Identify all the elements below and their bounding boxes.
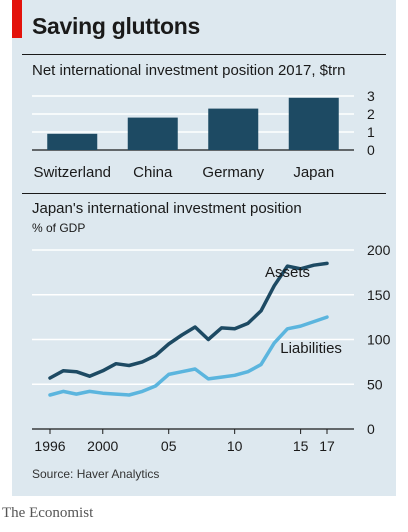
source-note: Source: Haver Analytics [32, 467, 160, 481]
x-tick-label: 1996 [34, 438, 65, 454]
x-category-label: Germany [202, 164, 264, 181]
chart-card: Saving gluttons Net international invest… [12, 0, 396, 496]
x-tick-label: 2000 [87, 438, 118, 454]
divider [22, 193, 386, 194]
publisher-logo: The Economist [2, 505, 94, 521]
x-tick-label: 10 [227, 438, 243, 454]
y-tick-label: 1 [367, 124, 375, 140]
bar [208, 108, 259, 150]
y-tick-label: 2 [367, 106, 375, 122]
series-label-assets: Assets [265, 264, 310, 281]
series-label-liabilities: Liabilities [280, 340, 342, 357]
y-tick-label: 100 [367, 332, 391, 348]
accent-tag [12, 0, 22, 38]
liabilities-line [48, 315, 329, 397]
x-category-label: China [133, 164, 173, 181]
bar [288, 97, 339, 150]
x-tick-label: 15 [293, 438, 309, 454]
x-category-label: Japan [293, 164, 334, 181]
bar [47, 133, 98, 150]
x-tick-label: 17 [319, 438, 335, 454]
y-tick-label: 3 [367, 88, 375, 104]
y-tick-label: 0 [367, 142, 375, 158]
y-tick-label: 150 [367, 287, 391, 303]
bar-chart-title: Net international investment position 20… [32, 62, 346, 79]
y-tick-label: 200 [367, 242, 391, 258]
bar [127, 117, 178, 150]
line-chart-unit: % of GDP [32, 221, 86, 235]
x-category-label: Switzerland [33, 164, 111, 181]
line-chart-title: Japan's international investment positio… [32, 200, 302, 217]
chart-title: Saving gluttons [32, 13, 201, 39]
x-tick-label: 05 [161, 438, 177, 454]
divider [22, 54, 386, 55]
line-chart: 0 50 100 150 200 1996 2000 05 10 15 17 Assets Liabil… [32, 242, 391, 454]
y-tick-label: 0 [367, 421, 375, 437]
y-tick-label: 50 [367, 376, 383, 392]
bar-chart: 0 1 2 3 Switzerland China Germany Japan [32, 88, 375, 181]
assets-line [48, 261, 329, 380]
